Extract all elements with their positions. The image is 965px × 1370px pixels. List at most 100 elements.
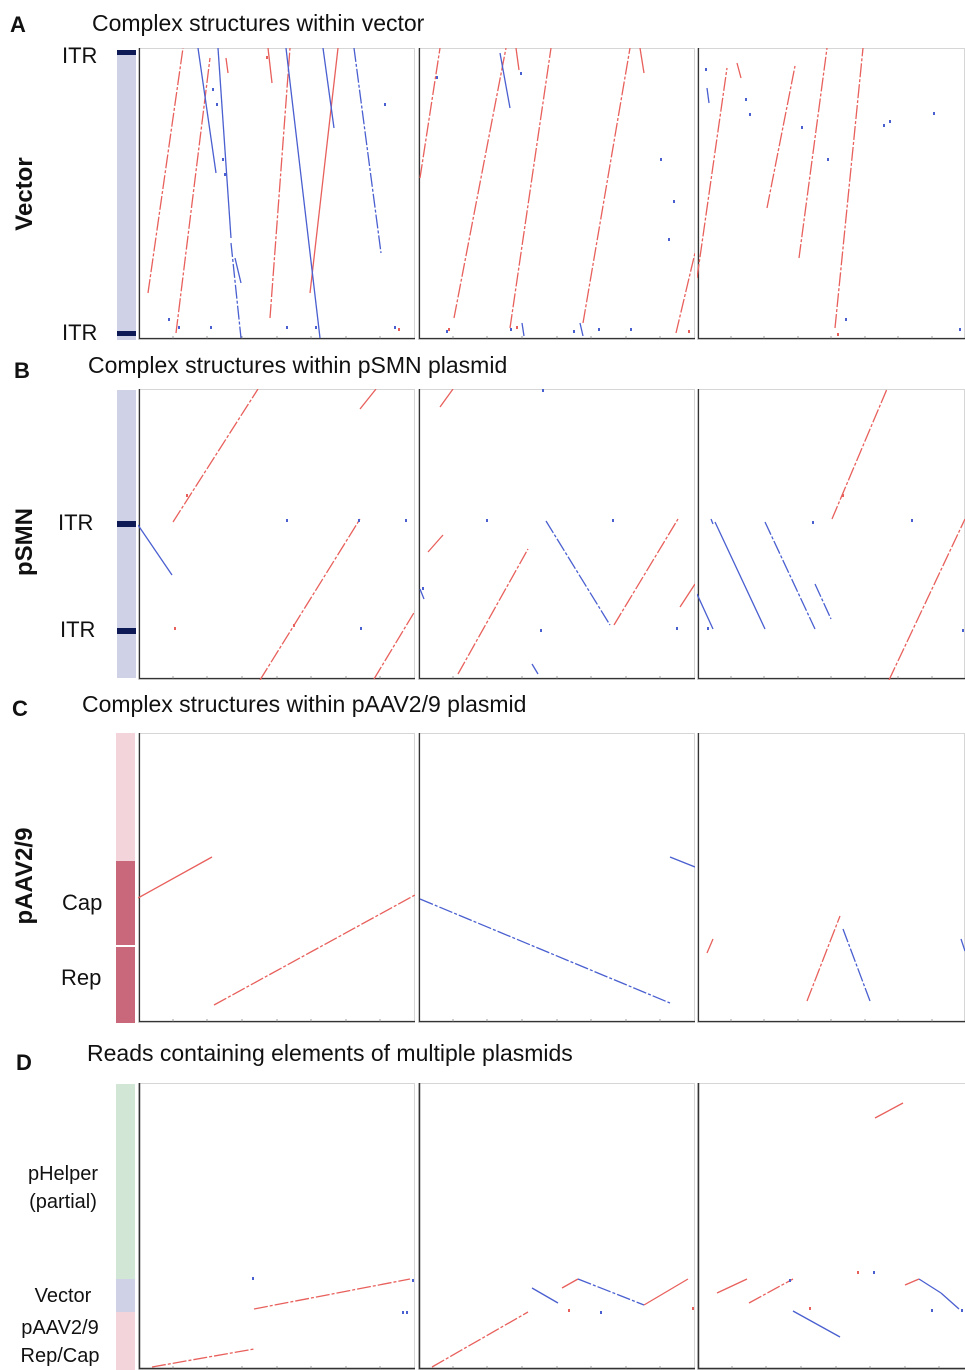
reverse-alignment: [814, 583, 832, 620]
forward-alignment: [582, 48, 631, 324]
reverse-alignment: [285, 48, 321, 339]
rep-label: Rep: [61, 965, 102, 990]
alignment-fragment: [705, 68, 707, 71]
forward-alignment: [834, 48, 864, 329]
alignment-fragment: [845, 318, 847, 321]
plot-axis: [697, 48, 965, 340]
reverse-alignment: [710, 518, 714, 525]
dotplot-d1: [138, 1083, 415, 1370]
alignment-fragment: [516, 326, 518, 329]
forward-alignment: [874, 1102, 904, 1119]
alignment-fragment: [436, 76, 438, 79]
forward-alignment: [561, 1278, 579, 1289]
alignment-fragment: [889, 120, 891, 123]
forward-alignment: [453, 48, 507, 319]
plot-frame: [697, 389, 965, 680]
vector-label: Vector: [34, 1285, 92, 1307]
alignment-fragment: [959, 328, 961, 331]
plot-axis: [138, 389, 415, 680]
alignment-fragment: [827, 158, 829, 161]
plot-frame: [418, 733, 695, 1023]
itr-marker: [117, 331, 136, 336]
paav-label-line1: pAAV2/9: [21, 1317, 99, 1339]
reverse-alignment: [521, 322, 525, 337]
dotplot-c3-svg: [697, 733, 965, 1023]
alignment-fragment: [402, 1311, 404, 1314]
forward-alignment: [643, 1278, 689, 1306]
forward-alignment: [172, 389, 259, 523]
panel-d-title: Reads containing elements of multiple pl…: [87, 1040, 573, 1066]
alignment-fragment: [931, 1309, 933, 1312]
alignment-fragment: [688, 330, 690, 333]
forward-alignment: [888, 518, 965, 680]
dotplot-d3: [697, 1083, 965, 1370]
alignment-fragment: [178, 326, 180, 329]
alignment-fragment: [668, 238, 670, 241]
dotplot-b3: [697, 389, 965, 680]
forward-alignment: [269, 48, 291, 319]
alignment-fragment: [212, 88, 214, 91]
alignment-fragment: [422, 587, 424, 590]
forward-alignment: [798, 48, 828, 259]
dotplot-d3-svg: [697, 1083, 965, 1370]
reverse-alignment: [138, 524, 173, 576]
reverse-alignment: [419, 898, 671, 1004]
plot-axis: [697, 1083, 965, 1370]
alignment-fragment: [446, 330, 448, 333]
plot-frame: [138, 733, 415, 1023]
reverse-alignment: [531, 663, 539, 675]
alignment-fragment: [168, 318, 170, 321]
alignment-fragment: [222, 158, 224, 161]
plot-frame: [697, 1083, 965, 1370]
plot-frame: [418, 48, 695, 340]
plot-axis: [138, 48, 415, 340]
dotplot-c2-svg: [418, 733, 695, 1023]
plot-frame: [418, 389, 695, 680]
dotplot-b1-svg: [138, 389, 415, 680]
plot-axis: [138, 1083, 415, 1370]
forward-alignment: [831, 389, 888, 520]
alignment-fragment: [384, 103, 386, 106]
alignment-fragment: [293, 624, 295, 627]
alignment-fragment: [406, 1311, 408, 1314]
plot-frame: [138, 1083, 415, 1370]
plot-frame: [138, 48, 415, 340]
panel-d-letter: D: [16, 1050, 32, 1075]
phelper-region: [116, 1084, 135, 1279]
paav-label-line2: Rep/Cap: [20, 1345, 100, 1367]
forward-alignment: [151, 1348, 255, 1368]
phelper-label-line1: pHelper: [27, 1163, 99, 1185]
panel-a-side-label: Vector: [11, 157, 38, 231]
alignment-fragment: [486, 519, 488, 522]
forward-alignment: [748, 1278, 794, 1304]
dotplot-b2-svg: [418, 389, 695, 680]
alignment-fragment: [540, 629, 542, 632]
reverse-alignment: [669, 856, 695, 868]
dotplot-a1-svg: [138, 48, 415, 340]
vector-region: [117, 50, 136, 340]
alignment-fragment: [394, 326, 396, 329]
panel-a-title: Complex structures within vector: [92, 10, 425, 36]
alignment-fragment: [707, 627, 709, 630]
dotplot-c1-svg: [138, 733, 415, 1023]
dotplot-b3-svg: [697, 389, 965, 680]
panel-b-title: Complex structures within pSMN plasmid: [88, 352, 508, 378]
alignment-fragment: [210, 326, 212, 329]
panel-c-letter: C: [12, 696, 28, 721]
forward-alignment: [904, 1278, 920, 1286]
forward-alignment: [515, 48, 520, 71]
psmn-region: [117, 390, 136, 678]
forward-alignment: [373, 610, 415, 680]
dotplot-a3-svg: [697, 48, 965, 340]
plot-axis: [697, 733, 965, 1023]
alignment-fragment: [520, 72, 522, 75]
forward-alignment: [509, 48, 552, 329]
plasmid-backbone-region: [116, 733, 135, 861]
forward-alignment: [706, 938, 714, 954]
alignment-fragment: [510, 328, 512, 331]
reverse-alignment: [579, 322, 584, 337]
itr-label-upper: ITR: [58, 510, 94, 535]
reverse-alignment: [545, 520, 611, 626]
forward-alignment: [766, 65, 796, 209]
itr-marker: [117, 628, 136, 634]
